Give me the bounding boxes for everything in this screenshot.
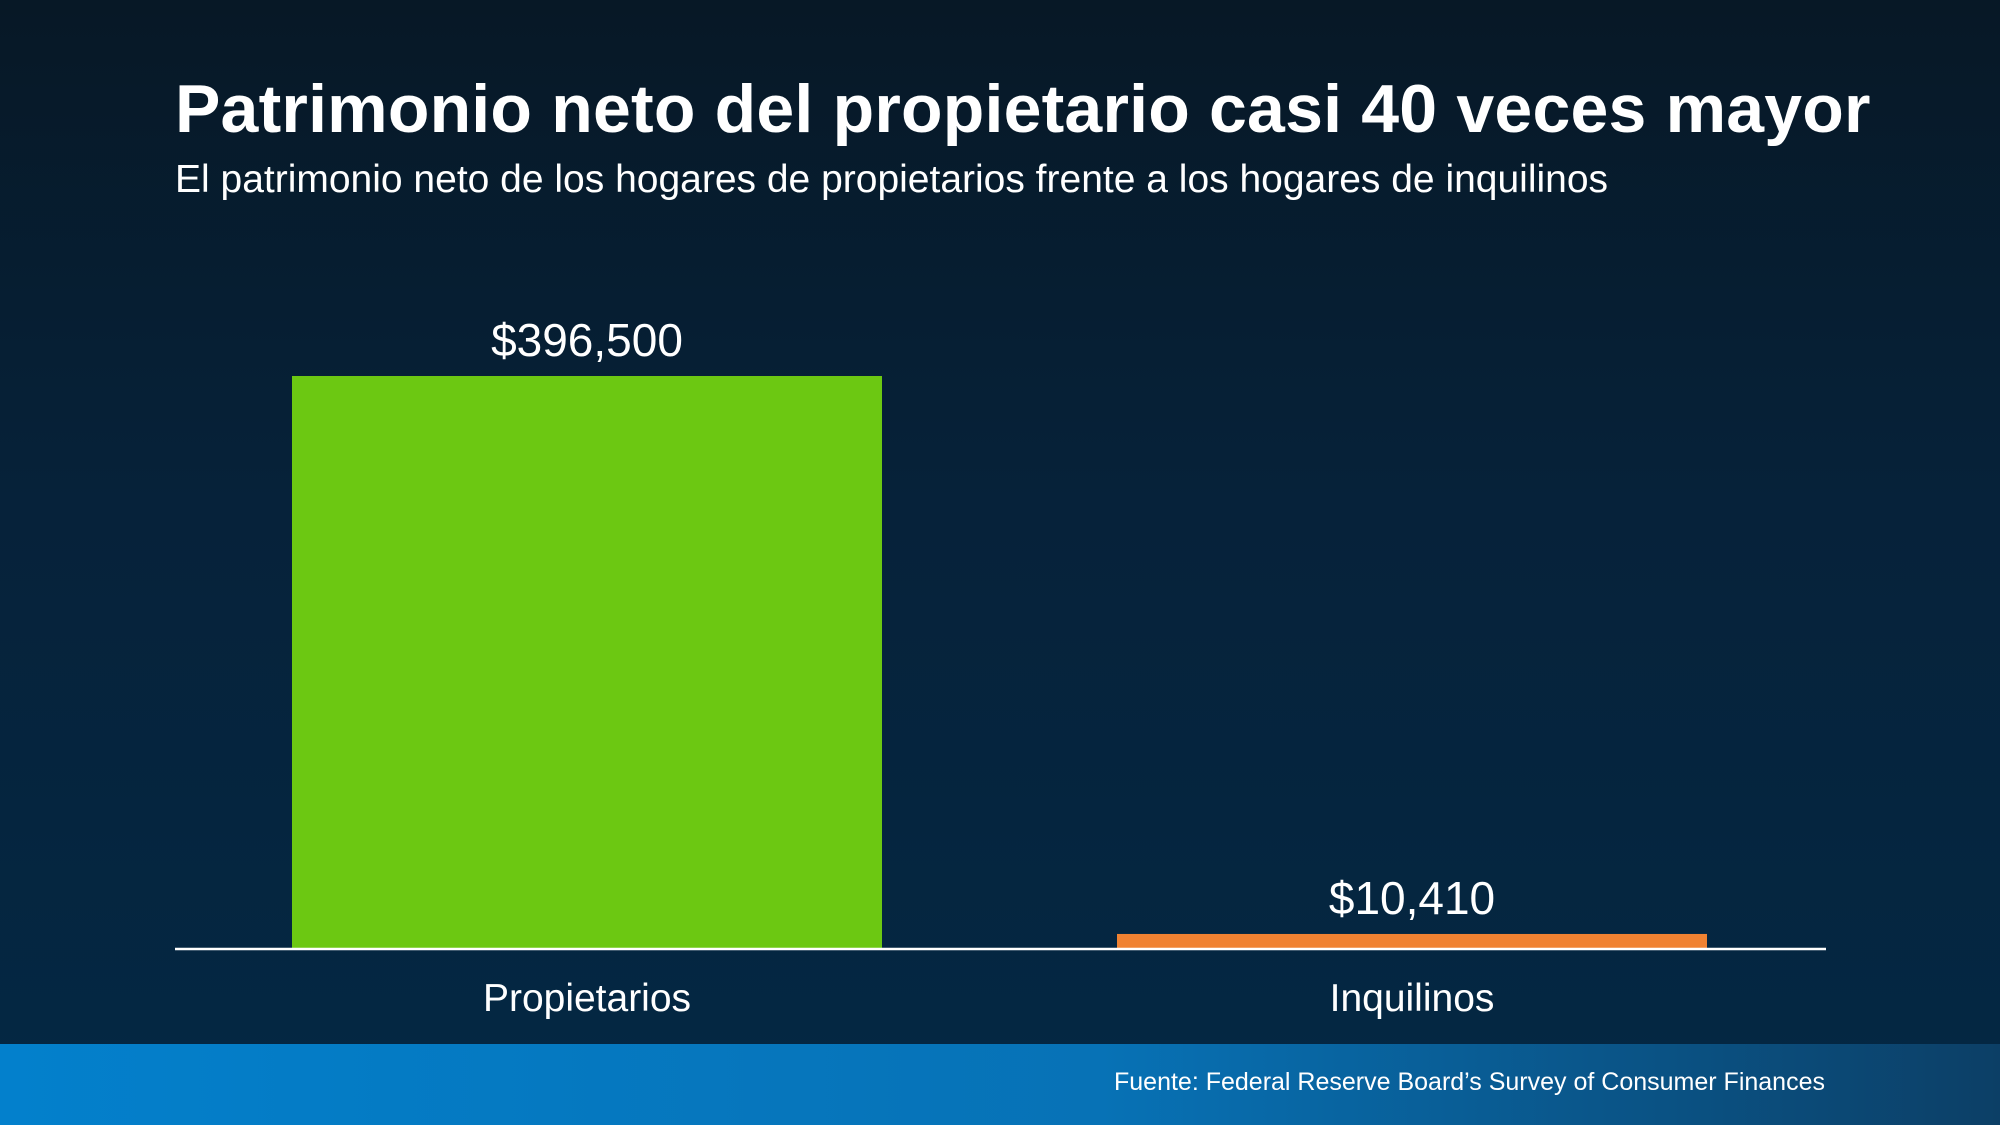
value-label-inquilinos: $10,410: [1329, 872, 1495, 924]
chart-title: Patrimonio neto del propietario casi 40 …: [175, 71, 1871, 147]
bar-chart: $396,500 Propietarios $10,410 Inquilinos: [292, 314, 1707, 1020]
category-label-propietarios: Propietarios: [483, 977, 691, 1020]
bar-propietarios: [292, 376, 882, 949]
value-label-propietarios: $396,500: [491, 314, 683, 366]
source-note: Fuente: Federal Reserve Board’s Survey o…: [1114, 1068, 1825, 1096]
bar-inquilinos: [1117, 933, 1707, 949]
chart-subtitle: El patrimonio neto de los hogares de pro…: [175, 158, 1609, 201]
footer-band: Fuente: Federal Reserve Board’s Survey o…: [0, 1044, 2000, 1125]
category-label-inquilinos: Inquilinos: [1330, 977, 1495, 1020]
